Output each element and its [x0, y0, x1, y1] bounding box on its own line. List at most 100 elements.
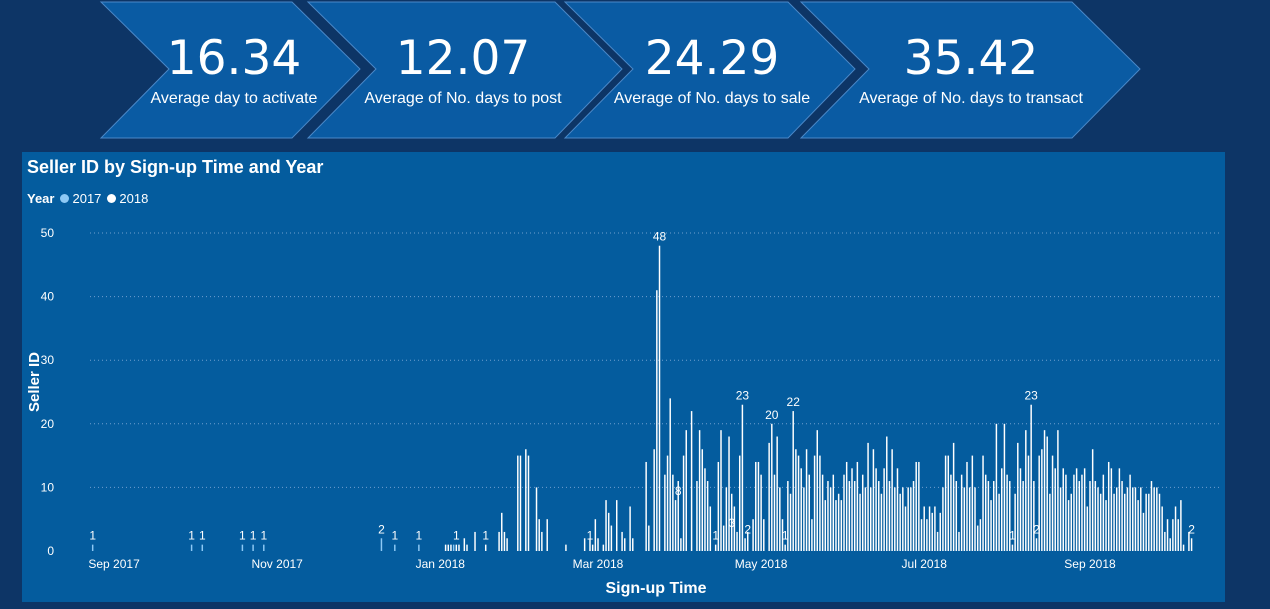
bar-2018	[1145, 493, 1147, 551]
bar-2018	[597, 538, 599, 551]
bar-2018	[843, 474, 845, 551]
bar-2018	[1118, 468, 1121, 551]
bar-2018	[1115, 487, 1118, 551]
bar-2018	[1033, 481, 1035, 551]
bar-2018	[837, 493, 840, 551]
bar-2018	[1169, 538, 1171, 551]
bar-2018	[864, 487, 867, 551]
legend-item-2017[interactable]: 2017	[60, 191, 101, 206]
bar-2018	[832, 474, 835, 551]
bar-2018	[982, 455, 984, 551]
bar-2017	[452, 544, 455, 551]
data-label: 2	[1033, 522, 1040, 536]
bar-2018	[797, 455, 800, 551]
y-tick-label: 20	[41, 417, 55, 431]
bar-2018	[714, 544, 717, 551]
kpi-label: Average of No. days to post	[364, 90, 562, 107]
bar-2018	[976, 525, 979, 551]
bar-2018	[1006, 474, 1008, 551]
bar-2018	[672, 474, 674, 551]
bar-2018	[674, 500, 677, 551]
bar-2018	[1094, 481, 1097, 551]
kpi-value: 24.29	[644, 31, 780, 86]
bar-2018	[1158, 493, 1161, 551]
x-axis-title: Sign-up Time	[605, 580, 706, 597]
kpi-card-transact[interactable]: 35.42 Average of No. days to transact	[841, 0, 1101, 140]
bar-2018	[789, 493, 792, 551]
data-label: 3	[728, 516, 735, 530]
kpi-card-post[interactable]: 12.07 Average of No. days to post	[333, 0, 593, 140]
bar-2018	[701, 449, 704, 551]
bar-2018	[1099, 493, 1102, 551]
y-tick-label: 40	[41, 290, 55, 304]
kpi-value: 16.34	[166, 31, 302, 86]
bar-2018	[1003, 423, 1006, 551]
bar-2018	[1049, 493, 1051, 551]
bar-2018	[1177, 519, 1179, 551]
kpi-label: Average of No. days to sale	[613, 90, 811, 107]
bar-2018	[1097, 487, 1099, 551]
y-tick-label: 30	[41, 353, 55, 367]
bar-2018	[816, 430, 818, 551]
bar-2018	[503, 531, 506, 551]
bar-2018	[872, 449, 875, 551]
kpi-value: 35.42	[903, 31, 1039, 86]
chart-visual[interactable]: 0 10 20 30 40 50 Sep 2017 Nov 2017 Jan 2018 Mar 2…	[22, 152, 1225, 602]
bar-2018	[1091, 449, 1094, 551]
x-tick-label: Nov 2017	[251, 557, 303, 571]
bar-2018	[498, 531, 500, 551]
bar-2018	[1009, 481, 1011, 551]
data-label: 1	[250, 529, 257, 543]
kpi-chevrons	[99, 1, 1141, 139]
bar-2018	[845, 461, 848, 551]
bar-2018	[733, 506, 736, 551]
data-label: 1	[188, 529, 195, 543]
bar-2018	[1153, 487, 1155, 551]
y-tick-label: 50	[41, 226, 55, 240]
bar-2018	[690, 411, 693, 551]
bar-2017	[418, 544, 420, 551]
bar-2017	[263, 544, 265, 551]
bar-2018	[738, 455, 741, 551]
bar-2018	[1161, 506, 1163, 551]
bar-2018	[781, 519, 784, 551]
kpi-chevron-1	[99, 1, 361, 139]
bar-2018	[875, 468, 877, 551]
bar-2018	[771, 423, 773, 551]
y-tick-label: 10	[41, 480, 55, 494]
bar-2018	[506, 538, 508, 551]
bar-2018	[517, 455, 519, 551]
kpi-label: Average day to activate	[150, 90, 318, 107]
x-tick-label: Sep 2017	[88, 557, 140, 571]
bar-2018	[768, 442, 770, 551]
bar-2018	[942, 487, 944, 551]
kpi-band: 16.34 Average day to activate 12.07 Aver…	[0, 0, 1270, 145]
kpi-label: Average of No. days to transact	[859, 90, 1083, 107]
bar-2018	[1102, 474, 1105, 551]
bar-2018	[792, 411, 794, 551]
bar-2018	[666, 455, 669, 551]
bar-2018	[835, 500, 837, 551]
bar-2018	[987, 481, 990, 551]
bar-2018	[848, 481, 851, 551]
bar-2018	[779, 487, 781, 551]
bar-2018	[1067, 500, 1070, 551]
seller-id-chart[interactable]: 0 10 20 30 40 50 Sep 2017 Nov 2017 Jan 2018 Mar 2…	[22, 152, 1225, 602]
bar-2018	[525, 449, 527, 551]
bar-2018	[931, 512, 933, 551]
bar-2018	[645, 461, 647, 551]
legend-dot-2017	[60, 194, 70, 203]
kpi-card-sale[interactable]: 24.29 Average of No. days to sale	[582, 0, 842, 140]
bar-2018	[1174, 506, 1177, 551]
bar-2018	[455, 544, 458, 551]
bar-2018	[696, 481, 698, 551]
bar-2018	[747, 531, 749, 551]
bar-2018	[1156, 487, 1158, 551]
data-label: 1	[199, 529, 206, 543]
legend-item-2018[interactable]: 2018	[107, 191, 148, 206]
bar-2018	[896, 468, 899, 551]
bar-2018	[856, 461, 859, 551]
data-label: 2	[744, 522, 751, 536]
bar-2018	[776, 436, 778, 551]
kpi-card-activate[interactable]: 16.34 Average day to activate	[104, 0, 364, 140]
